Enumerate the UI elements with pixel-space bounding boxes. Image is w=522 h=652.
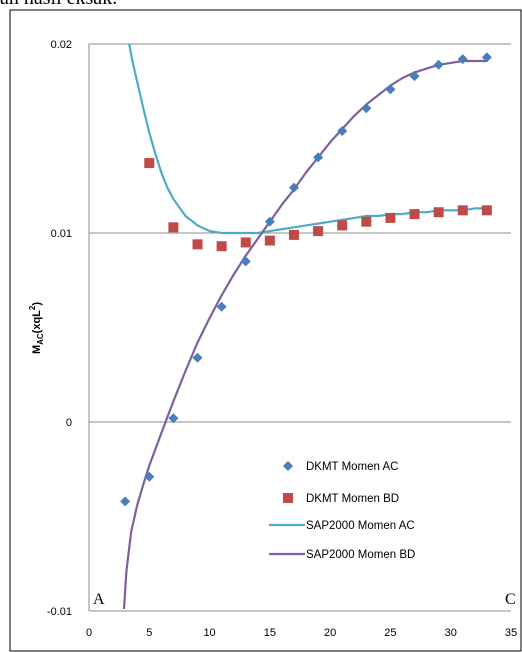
chart-area [9,9,522,652]
legend-swatch [283,461,293,471]
data-point-square [457,205,468,216]
caption-fragment: an hasil eksak. [0,0,117,10]
data-point-square [192,239,203,250]
y-axis-label: MAC(xqL2) [28,302,45,354]
y-tick-label: 0.01 [51,228,72,240]
legend-swatch [283,493,293,503]
legend-label: DKMT Momen BD [306,493,399,505]
x-tick-label: 15 [264,627,276,639]
data-point-square [264,235,275,246]
data-point-square [240,237,251,248]
x-tick-label: 20 [324,627,336,639]
data-point-square [481,205,492,216]
legend: DKMT Momen AC DKMT Momen BD SAP2000 Momen … [269,461,415,561]
data-point-square [216,241,227,252]
data-point-diamond [457,54,468,65]
data-point-diamond [144,471,155,482]
data-point-square [337,220,348,231]
series-markers [120,52,492,507]
legend-label: SAP2000 Momen BD [306,549,415,561]
legend-label: SAP2000 Momen AC [306,520,415,532]
y-tick-labels: -0.01 0 0.01 0.02 [47,39,72,618]
data-point-diamond [481,52,492,63]
data-point-square [385,212,396,223]
gridlines [89,43,511,423]
data-point-diamond [385,84,396,95]
data-point-square [144,158,155,169]
x-tick-label: 25 [384,627,396,639]
corner-label-right: C [505,591,516,608]
data-point-square [168,222,179,233]
axes [88,44,511,612]
y-tick-label: 0 [66,417,72,429]
data-point-square [409,209,420,220]
data-point-square [313,226,324,237]
y-tick-label: 0.02 [51,39,72,51]
x-tick-labels: 0 5 10 15 20 25 30 35 [86,627,517,639]
corner-label-left: A [93,591,105,608]
data-point-square [288,229,299,240]
x-tick-label: 0 [86,627,92,639]
data-point-diamond [264,216,275,227]
y-axis-title: MAC(xqL2) [28,302,45,354]
data-point-diamond [288,182,299,193]
data-point-diamond [433,59,444,70]
data-point-diamond [313,152,324,163]
data-point-square [361,216,372,227]
x-tick-label: 10 [203,627,215,639]
series-line [122,59,487,610]
data-point-diamond [120,496,131,507]
data-point-diamond [168,413,179,424]
data-point-square [433,207,444,218]
data-point-diamond [337,125,348,136]
data-point-diamond [361,103,372,114]
data-point-diamond [192,352,203,363]
x-tick-label: 5 [146,627,152,639]
x-tick-label: 35 [505,627,517,639]
data-point-diamond [216,301,227,312]
data-point-diamond [409,71,420,82]
legend-label: DKMT Momen AC [306,461,398,473]
y-tick-label: -0.01 [47,606,72,618]
x-tick-label: 30 [445,627,457,639]
data-point-diamond [240,256,251,267]
